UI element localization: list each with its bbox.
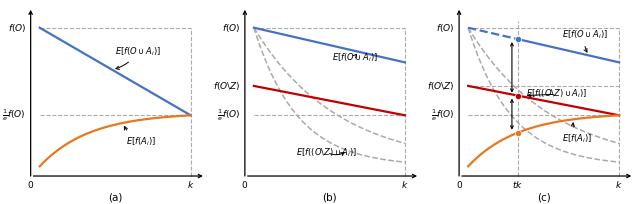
Text: $tk$: $tk$ — [513, 180, 524, 191]
Text: $0$: $0$ — [241, 180, 248, 191]
Text: $f(O)$: $f(O)$ — [8, 22, 26, 34]
Text: $0$: $0$ — [27, 180, 34, 191]
Text: $E\left[f((O \backslash Z) \cup A_i)\right]$: $E\left[f((O \backslash Z) \cup A_i)\rig… — [525, 88, 587, 101]
Text: $k$: $k$ — [615, 180, 623, 191]
Text: $k$: $k$ — [401, 180, 408, 191]
Text: $E\left[f(O \cup A_i)\right]$: $E\left[f(O \cup A_i)\right]$ — [332, 52, 379, 64]
Text: $E\left[f(O \cup A_i)\right]$: $E\left[f(O \cup A_i)\right]$ — [562, 28, 608, 52]
Text: $\frac{1}{e}f(O)$: $\frac{1}{e}f(O)$ — [3, 108, 26, 123]
Text: $f(O)$: $f(O)$ — [436, 22, 454, 34]
Text: $E\left[f(A_i)\right]$: $E\left[f(A_i)\right]$ — [124, 126, 156, 148]
Text: $\frac{1}{e}f(O)$: $\frac{1}{e}f(O)$ — [217, 108, 241, 123]
Text: $k$: $k$ — [187, 180, 195, 191]
Text: $E\left[f(O \cup A_i)\right]$: $E\left[f(O \cup A_i)\right]$ — [115, 45, 161, 69]
Text: (a): (a) — [108, 193, 122, 203]
Text: $f(O \backslash Z)$: $f(O \backslash Z)$ — [427, 80, 454, 92]
Text: $E\left[f((O \backslash Z) \cup A_i)\right]$: $E\left[f((O \backslash Z) \cup A_i)\rig… — [296, 146, 358, 159]
Text: $\frac{1}{e}f(O)$: $\frac{1}{e}f(O)$ — [431, 108, 454, 123]
Text: $0$: $0$ — [456, 180, 463, 191]
Text: $f(O)$: $f(O)$ — [222, 22, 241, 34]
Text: $f(O \backslash Z)$: $f(O \backslash Z)$ — [212, 80, 241, 92]
Text: (b): (b) — [322, 193, 337, 203]
Text: (c): (c) — [537, 193, 550, 203]
Text: $E\left[f(A_i)\right]$: $E\left[f(A_i)\right]$ — [562, 123, 592, 145]
